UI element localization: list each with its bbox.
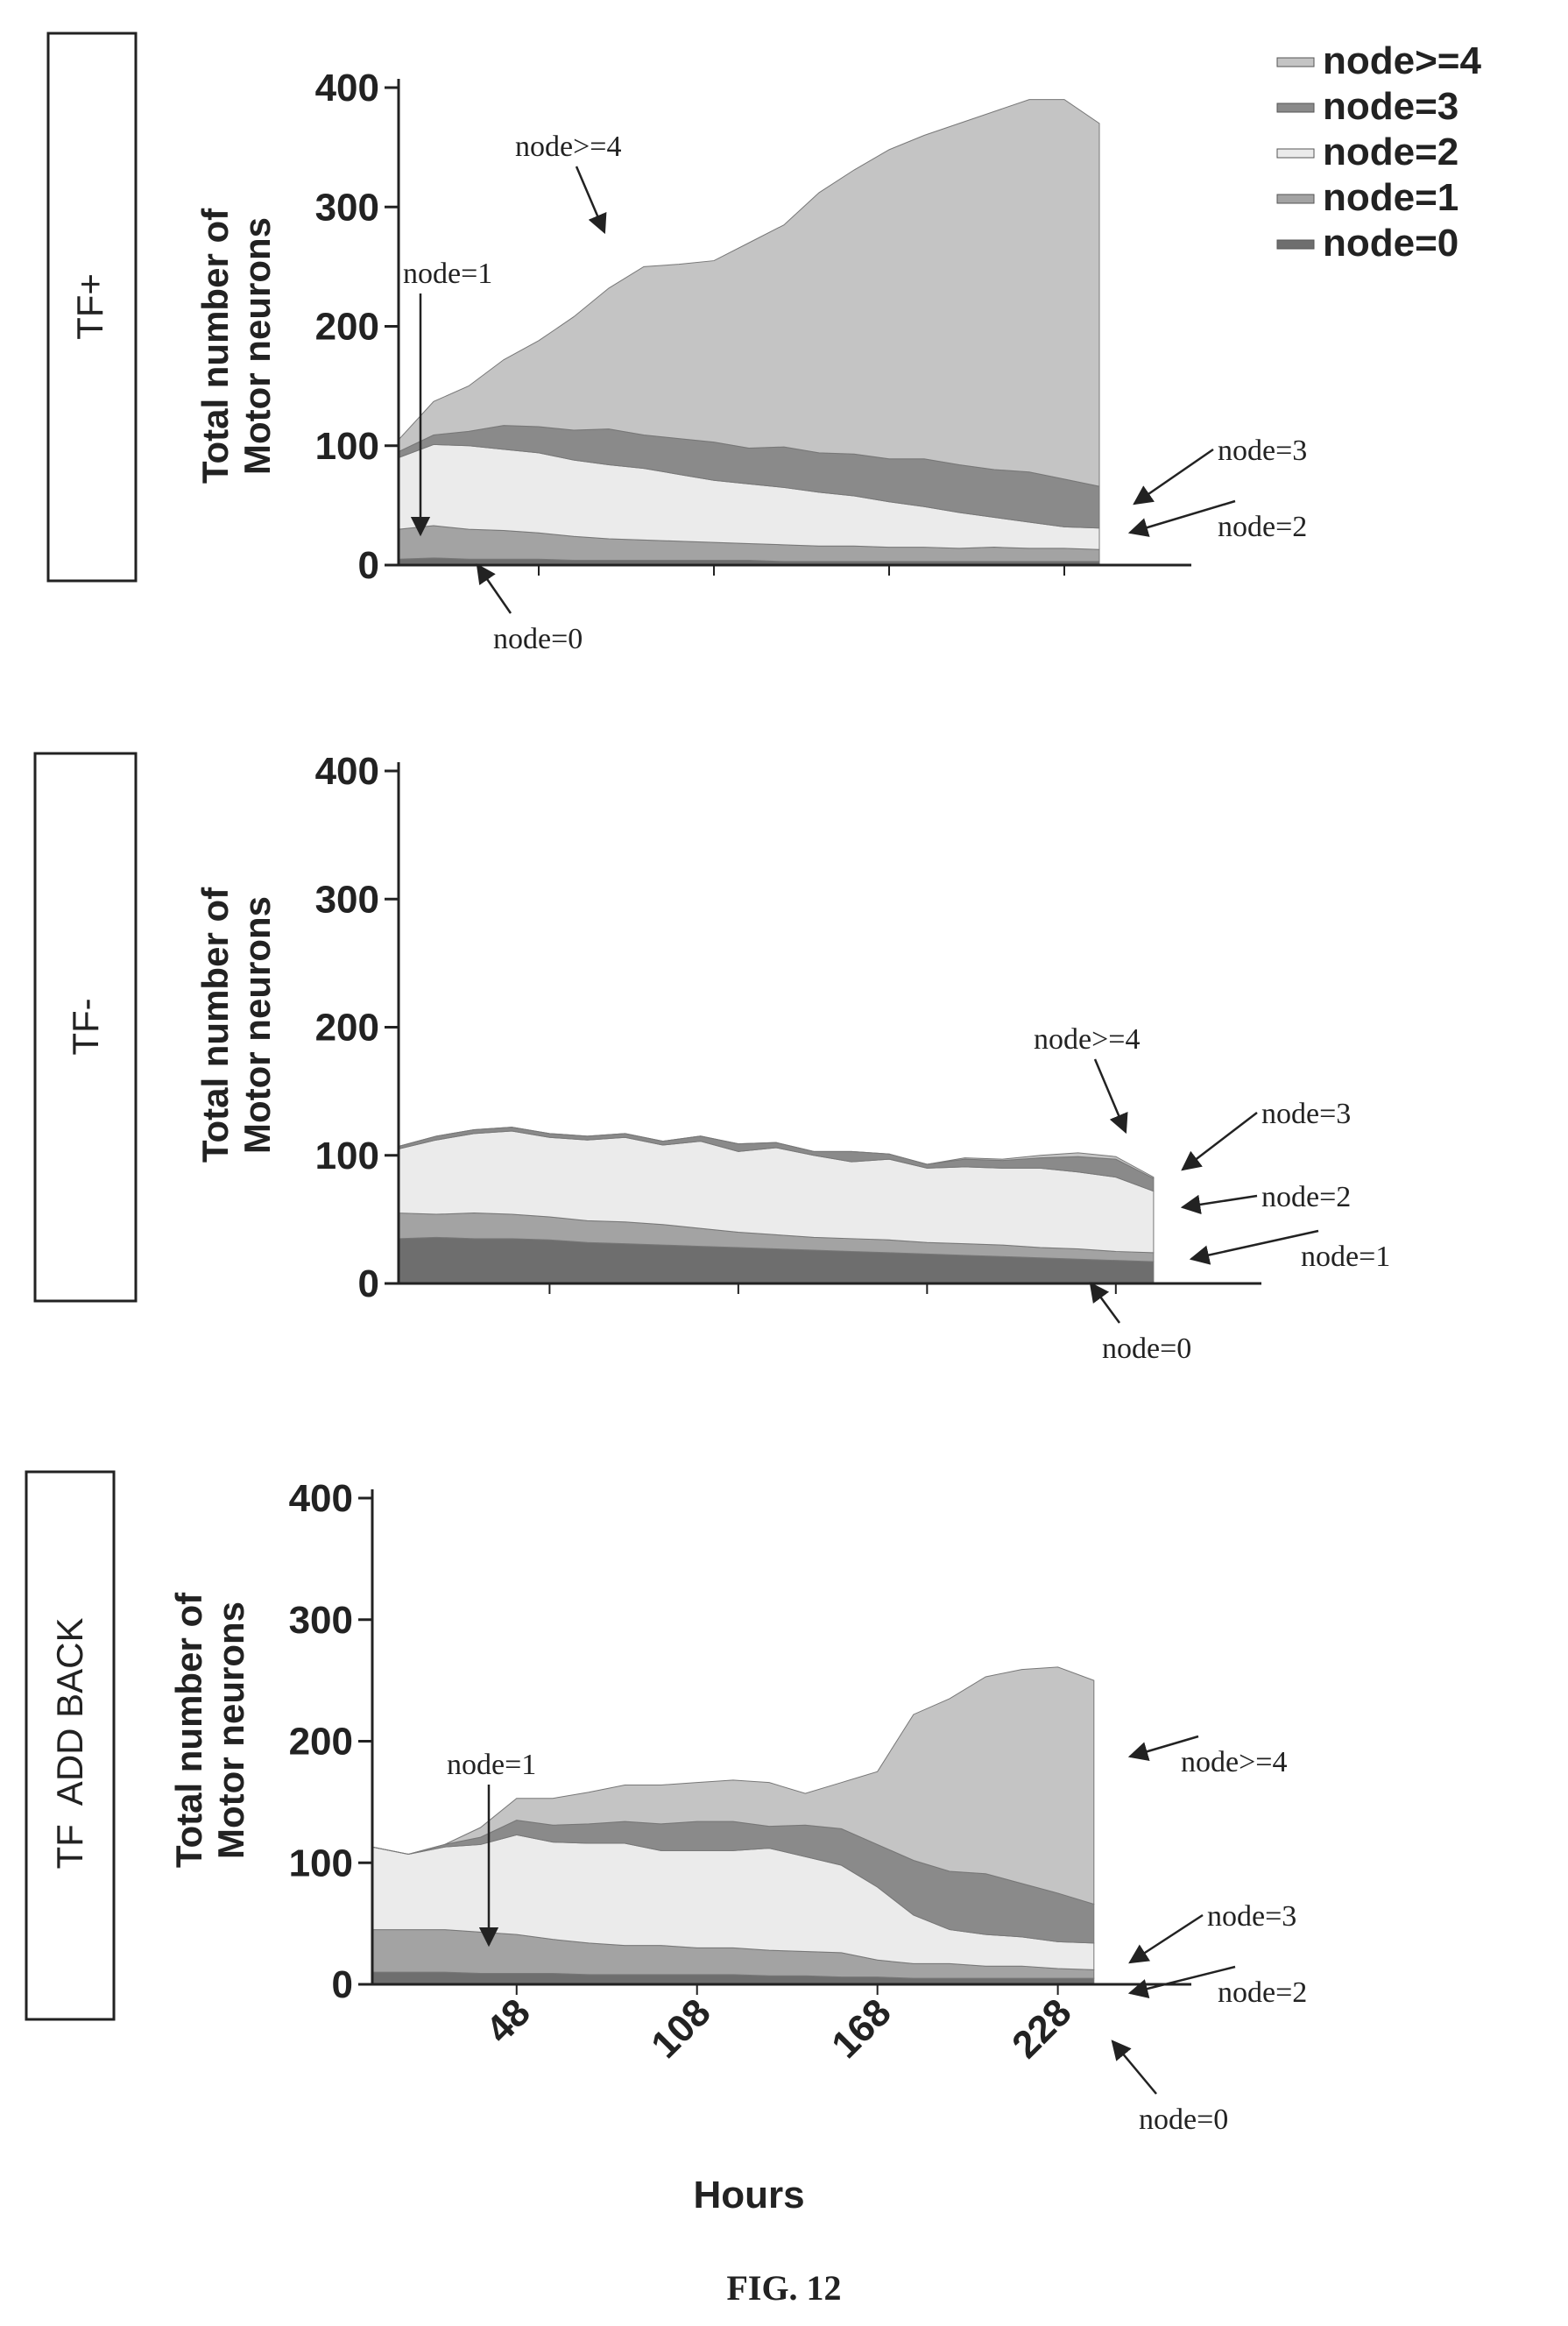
y-tick-label: 400 [315, 67, 379, 110]
y-tick-label: 100 [289, 1842, 353, 1884]
y-tick-label: 0 [332, 1963, 353, 2006]
panel-label-box-tf-plus: TF+ [46, 32, 138, 583]
annotation-label-node-ge-4: node>=4 [515, 131, 621, 163]
svg-text:Motor neurons: Motor neurons [210, 1601, 251, 1859]
x-axis-title: Hours [693, 2174, 804, 2216]
annotation-arrow-node-ge-4 [575, 166, 607, 235]
y-axis-title-panel-3: Total number of Motor neurons [168, 1592, 251, 1868]
y-tick-label: 300 [315, 878, 379, 921]
x-tick-label: 48 [478, 1990, 539, 2051]
annotation-label-node-3: node=3 [1261, 1098, 1351, 1130]
legend-swatch-node-ge-4 [1276, 57, 1315, 67]
annotation-label-node-2: node=2 [1218, 511, 1307, 543]
y-tick-label: 300 [289, 1599, 353, 1642]
svg-text:Total number of: Total number of [194, 887, 236, 1163]
annotation-arrow-node-2 [1127, 499, 1236, 537]
annotation-label-node-0: node=0 [493, 623, 583, 655]
annotation-label-node-ge-4: node>=4 [1181, 1746, 1287, 1778]
y-axis-title-panel-2: Total number of Motor neurons [194, 887, 278, 1163]
legend-label-node-2: node=2 [1323, 131, 1459, 173]
panel-label-tf-add-back: TF ADD BACK [49, 1617, 90, 1869]
annotation-label-node-0: node=0 [1102, 1333, 1191, 1365]
y-tick-label: 400 [289, 1477, 353, 1520]
legend-swatch-node-2 [1276, 148, 1315, 159]
legend-label-node-0: node=0 [1323, 222, 1459, 265]
annotation-label-node-3: node=3 [1207, 1900, 1296, 1933]
panel-label-box-tf-add-back: TF ADD BACK [25, 1470, 116, 2021]
chart-panel-tf-minus: 0 100 200 300 400 node>=4 node=3 node=2 node=1 no… [315, 750, 1391, 1365]
annotation-label-node-1: node=1 [1301, 1241, 1390, 1273]
panel-label-box-tf-minus: TF- [33, 752, 138, 1303]
figure-caption: FIG. 12 [726, 2268, 841, 2308]
x-tick-label: 108 [643, 1990, 719, 2067]
annotation-label-node-3: node=3 [1218, 435, 1307, 467]
legend-swatch-node-1 [1276, 194, 1315, 204]
y-tick-label: 100 [315, 425, 379, 468]
svg-text:Motor neurons: Motor neurons [237, 217, 278, 475]
y-tick-label: 200 [315, 306, 379, 349]
y-tick-label: 300 [315, 186, 379, 229]
y-tick-label: 400 [315, 750, 379, 793]
annotation-arrow-node-2 [1180, 1194, 1258, 1215]
annotation-arrow-node-3 [1181, 1112, 1258, 1171]
annotation-label-node-1: node=1 [447, 1749, 536, 1781]
legend-swatch-node-3 [1276, 103, 1315, 113]
annotation-arrow-node-3 [1128, 1913, 1204, 1964]
legend-swatch-node-0 [1276, 239, 1315, 250]
annotation-label-node-ge-4: node>=4 [1034, 1023, 1140, 1056]
panel-label-tf-plus: TF+ [69, 273, 110, 340]
x-tick-label: 228 [1004, 1990, 1080, 2067]
y-tick-label: 0 [358, 544, 379, 587]
annotation-arrow-node-2 [1127, 1965, 1236, 1999]
area-series-node-ge-4 [371, 1666, 1095, 1905]
annotation-arrow-node-ge-4 [1093, 1058, 1128, 1135]
y-tick-label: 100 [315, 1135, 379, 1177]
annotation-arrow-node-ge-4 [1127, 1735, 1199, 1762]
annotation-label-node-1: node=1 [403, 258, 492, 290]
y-tick-label: 200 [289, 1721, 353, 1764]
svg-text:Total number of: Total number of [194, 208, 236, 484]
annotation-label-node-0: node=0 [1139, 2103, 1228, 2136]
annotation-arrow-node-0 [1089, 1282, 1121, 1324]
annotation-arrow-node-1 [1189, 1229, 1319, 1265]
chart-panel-tf-add-back: 0 100 200 300 400 48 108 168 228 node=1 node>=4 nod… [289, 1477, 1308, 2136]
legend-label-node-1: node=1 [1323, 176, 1459, 219]
annotation-arrow-node-0 [476, 563, 512, 614]
area-series-node-ge-4 [398, 1127, 1155, 1179]
annotation-arrow-node-0 [1111, 2040, 1157, 2095]
area-series-node-ge-4 [398, 99, 1100, 487]
annotation-arrow-node-3 [1133, 448, 1214, 505]
panel-label-tf-minus: TF- [65, 998, 106, 1055]
x-tick-label: 168 [823, 1990, 900, 2067]
legend-label-node-3: node=3 [1323, 85, 1459, 128]
annotation-label-node-2: node=2 [1218, 1976, 1307, 2009]
annotation-label-node-2: node=2 [1261, 1181, 1351, 1213]
svg-text:Motor neurons: Motor neurons [237, 896, 278, 1154]
y-tick-label: 0 [358, 1262, 379, 1305]
y-axis-title-panel-1: Total number of Motor neurons [194, 208, 278, 484]
legend-label-node-ge-4: node>=4 [1323, 39, 1481, 82]
y-tick-label: 200 [315, 1007, 379, 1050]
chart-panel-tf-plus: 0 100 200 300 400 node>=4 node=1 node=3 node=2 no… [315, 67, 1308, 655]
svg-text:Total number of: Total number of [168, 1592, 209, 1868]
